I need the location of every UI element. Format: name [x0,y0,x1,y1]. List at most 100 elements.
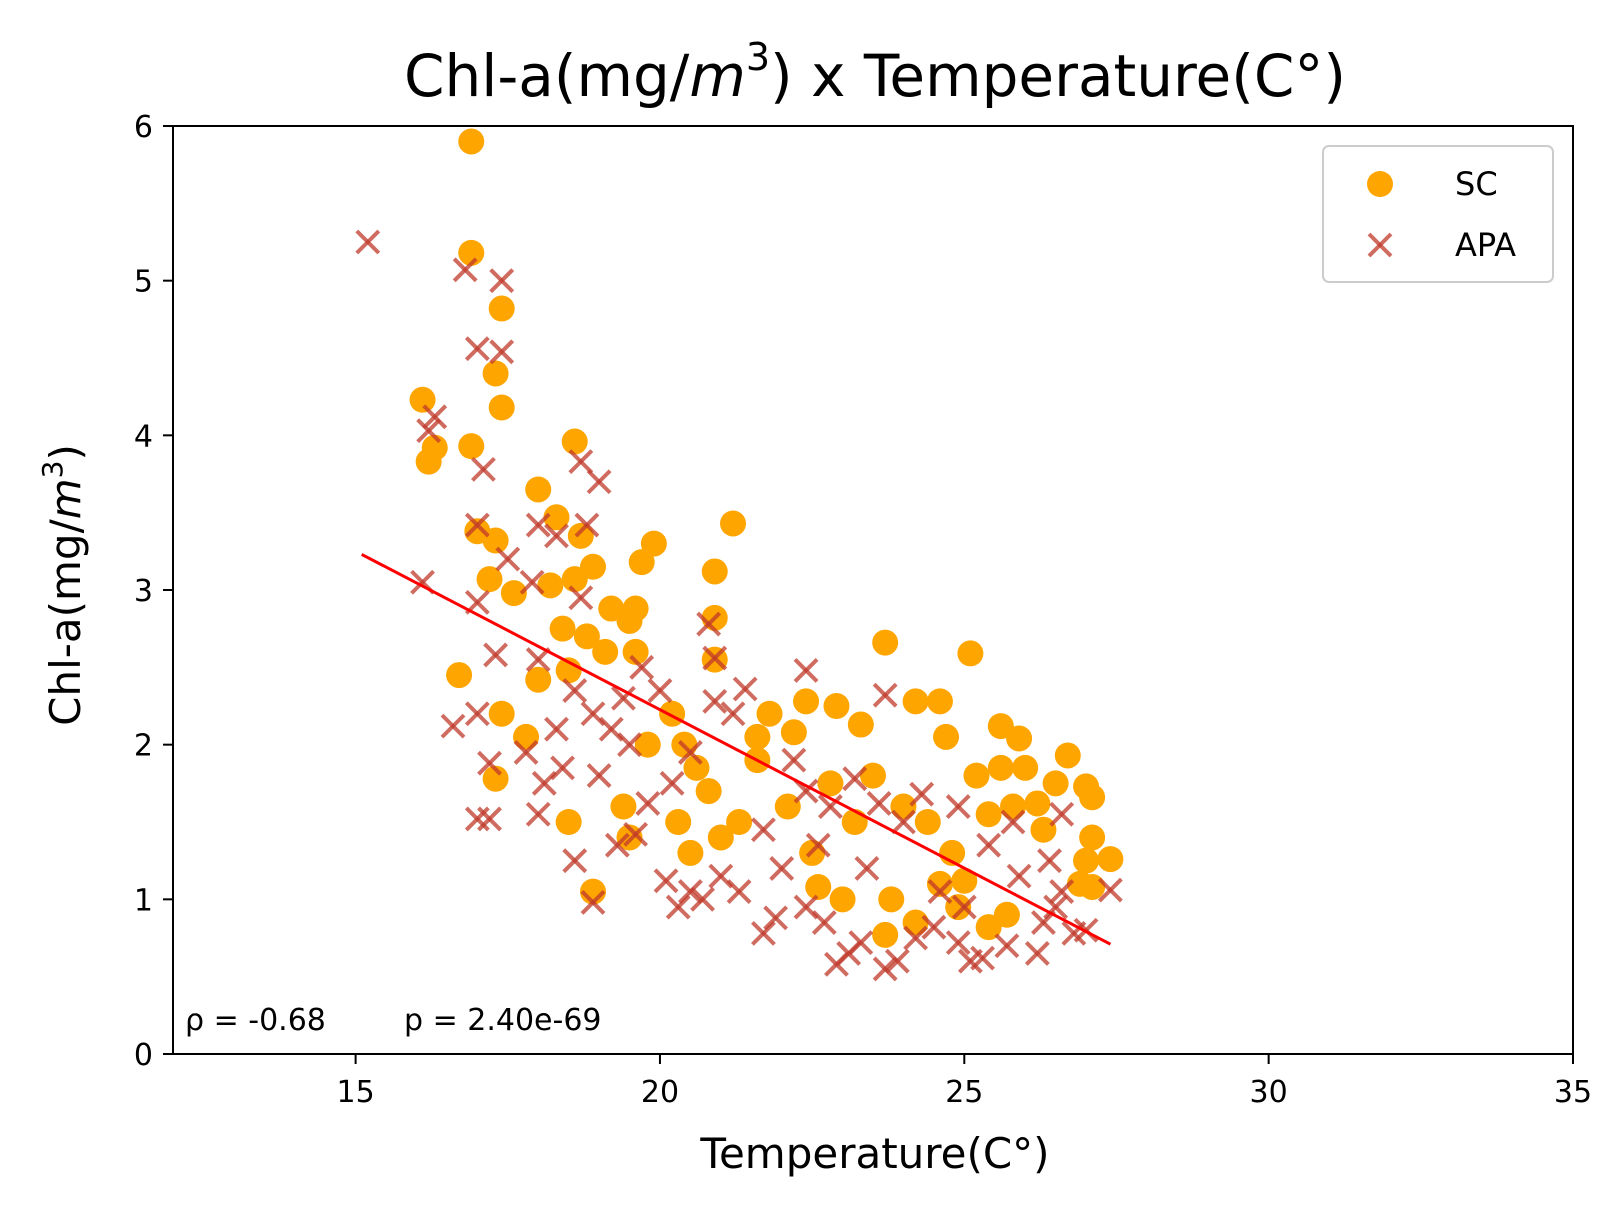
x-tick-label: 15 [337,1075,375,1110]
sc-point [841,809,868,835]
apa-point [452,257,478,283]
apa-point [586,469,612,495]
apa-point [1031,910,1056,935]
sc-point [458,239,485,266]
y-tick-label: 1 [134,883,153,918]
sc-point [872,629,899,656]
apa-point [422,404,448,430]
apa-point [464,512,490,538]
apa-point [726,879,752,905]
y-tick-label: 0 [134,1038,153,1073]
apa-point [586,763,612,789]
legend-sc-marker [1367,171,1393,197]
sc-point [659,700,686,727]
apa-point [1049,801,1075,827]
apa-point [568,585,594,611]
sc-point [823,693,850,719]
sc-point [1097,846,1124,873]
sc-point [488,700,515,727]
sc-point [1073,847,1100,874]
sc-point [975,801,1002,828]
y-axis-label-pre: Chl-a(mg/ [41,518,90,725]
sc-point [476,566,503,593]
sc-point [628,549,655,576]
sc-point [537,572,564,599]
apa-point [513,739,539,765]
apa-point [769,855,795,881]
apa-point [568,449,594,475]
apa-point [677,879,703,905]
sc-point [622,638,649,665]
apa-point [647,678,673,703]
sc-point [1079,824,1106,851]
sc-point [780,719,807,746]
apa-point [544,523,569,549]
apa-point [866,791,892,816]
apa-point [611,685,636,711]
apa-point [1049,879,1075,905]
legend: SC APA [1322,145,1554,283]
x-tick-label: 20 [641,1075,679,1110]
y-axis-label-var: m [41,478,90,519]
sc-point [756,700,783,727]
sc-point [561,566,588,593]
y-tick-label: 6 [134,110,153,145]
sc-point [987,754,1014,781]
x-tick-label: 25 [945,1075,983,1110]
apa-point [519,569,545,595]
sc-point [580,553,606,580]
sc-point [683,754,710,781]
apa-point [1037,848,1062,874]
sc-point [829,886,856,913]
sc-point [695,778,722,805]
y-tick-label: 4 [134,419,153,454]
apa-point [495,546,521,572]
apa-point [489,339,515,365]
sc-point [616,824,643,851]
sc-point [744,723,771,750]
sc-point [957,640,984,667]
apa-point [477,806,502,832]
sc-point [926,688,953,715]
sc-point [677,839,704,866]
sc-point [1042,770,1069,797]
x-axis-label: Temperature(C°) [699,1129,1049,1178]
sc-point [872,921,899,948]
apa-point [483,642,509,668]
apa-point [580,701,606,727]
sc-point [415,448,442,475]
sc-point [640,530,667,557]
sc-point [573,623,600,650]
apa-point [629,654,655,680]
apa-point [854,855,880,881]
sc-point [933,723,960,750]
sc-point [610,793,637,820]
chart-title: Chl-a(mg/m3) x Temperature(C°) [404,35,1346,110]
sc-point [500,580,527,607]
apa-point [884,948,910,974]
apa-point [477,750,502,776]
legend-box [1322,145,1554,283]
apa-point [525,647,551,673]
apa-point [635,791,661,816]
sc-point [1024,790,1051,817]
sc-point [963,762,990,789]
apa-point [921,914,947,940]
apa-point [440,713,466,739]
apa-point [702,688,728,714]
sc-point [592,638,619,665]
apa-point [562,678,588,703]
apa-point [525,512,551,538]
apa-point [1043,894,1069,920]
apa-point [525,801,551,827]
x-tick-label: 35 [1554,1075,1592,1110]
apa-point [690,886,715,912]
apa-point [677,739,703,765]
apa-point [531,770,557,796]
apa-point [580,890,606,915]
sc-point [914,809,941,835]
apa-point [848,930,874,956]
apa-point [1024,941,1050,966]
chart-title-pre: Chl-a(mg/ [404,42,690,110]
apa-point [751,817,776,843]
